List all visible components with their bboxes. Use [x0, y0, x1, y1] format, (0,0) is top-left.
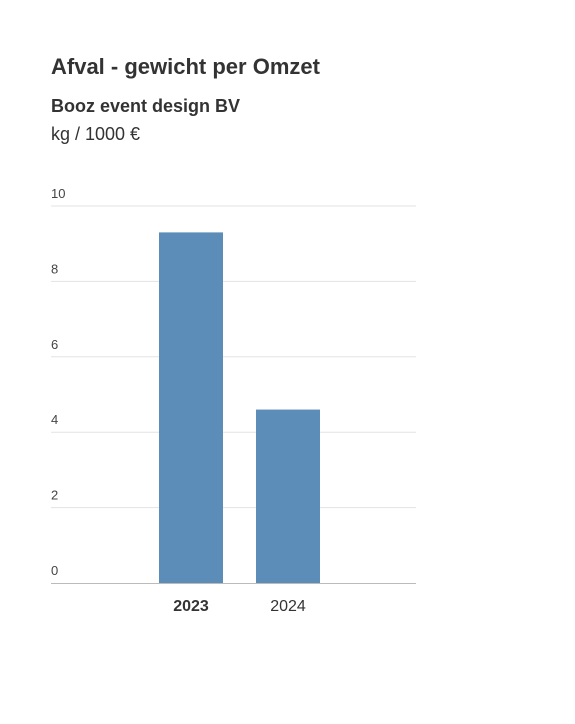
chart-title: Afval - gewicht per Omzet [51, 54, 320, 79]
bar-2024[interactable] [256, 409, 320, 583]
bars [159, 232, 320, 583]
chart-unit: kg / 1000 € [51, 124, 141, 144]
y-tick-label: 8 [51, 261, 58, 276]
y-tick-label: 6 [51, 337, 58, 352]
y-tick-label: 4 [51, 412, 58, 427]
grid-lines [51, 205, 416, 509]
x-tick-label-2023: 2023 [173, 598, 209, 615]
y-tick-labels: 0 2 4 6 8 10 [51, 186, 65, 578]
y-tick-label: 10 [51, 186, 65, 201]
bar-2023[interactable] [159, 232, 223, 583]
x-tick-label-2024: 2024 [270, 598, 306, 615]
y-tick-label: 0 [51, 563, 58, 578]
chart-subtitle: Booz event design BV [51, 96, 241, 116]
y-tick-label: 2 [51, 488, 58, 503]
x-tick-labels: 2023 2024 [173, 598, 306, 615]
